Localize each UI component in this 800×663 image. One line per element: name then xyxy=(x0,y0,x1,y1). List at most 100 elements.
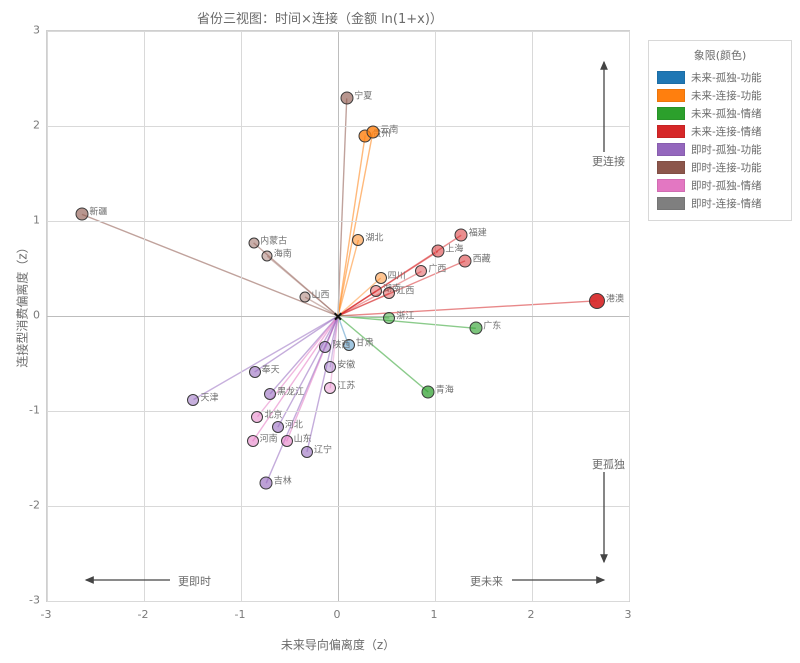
data-point-安徽[interactable] xyxy=(324,361,337,374)
spoke-line xyxy=(337,315,429,393)
data-point-奉天[interactable] xyxy=(248,366,261,379)
data-point-四川[interactable] xyxy=(374,272,387,284)
legend-swatch xyxy=(657,178,685,192)
data-point-湖南[interactable] xyxy=(369,285,382,298)
data-point-label: 广东 xyxy=(483,321,502,332)
data-point-label: 河南 xyxy=(259,434,278,445)
data-point-天津[interactable] xyxy=(187,393,200,406)
data-point-新疆[interactable] xyxy=(75,207,89,221)
data-point-label: 江西 xyxy=(396,286,415,297)
data-point-label: 吉林 xyxy=(273,476,292,487)
data-point-福建[interactable] xyxy=(454,228,468,242)
data-point-西藏[interactable] xyxy=(458,254,472,268)
data-point-浙江[interactable] xyxy=(383,311,396,324)
data-point-label: 甘肃 xyxy=(355,338,374,349)
data-point-label: 浙江 xyxy=(396,311,415,322)
gridline-horizontal xyxy=(47,221,629,222)
legend-label: 即时-孤独-情绪 xyxy=(691,179,762,192)
x-tick-label: -3 xyxy=(40,608,52,621)
spoke-line xyxy=(337,290,377,317)
data-point-辽宁[interactable] xyxy=(300,445,313,458)
legend-item-4[interactable]: 即时-孤独-功能 xyxy=(657,140,783,158)
data-point-云南[interactable] xyxy=(366,125,380,139)
data-point-广西[interactable] xyxy=(415,265,428,278)
annotation-0: 更连接 xyxy=(592,155,625,168)
gridline-horizontal xyxy=(47,31,629,32)
origin-marker xyxy=(334,312,343,321)
data-point-海南[interactable] xyxy=(261,250,273,262)
x-tick-label: -2 xyxy=(137,608,149,621)
gridline-horizontal xyxy=(47,411,629,412)
data-point-label: 辽宁 xyxy=(313,445,332,456)
legend-swatch xyxy=(657,106,685,120)
legend-swatch xyxy=(657,196,685,210)
spoke-line xyxy=(269,315,339,395)
legend-item-7[interactable]: 即时-连接-情绪 xyxy=(657,194,783,212)
x-tick-label: 0 xyxy=(333,608,341,621)
data-point-label: 贵州 xyxy=(372,129,391,139)
chart-title: 省份三视图：时间×连接（金额 ln(1+x)） xyxy=(197,12,443,27)
spoke-line xyxy=(81,213,339,317)
legend-label: 即时-连接-功能 xyxy=(691,161,762,174)
legend-label: 未来-连接-情绪 xyxy=(691,125,762,138)
spoke-line xyxy=(193,315,339,401)
data-point-河北[interactable] xyxy=(271,421,284,434)
annotation-2: 更即时 xyxy=(178,575,211,588)
legend-label: 未来-连接-功能 xyxy=(691,89,762,102)
x-tick-label: 2 xyxy=(527,608,535,621)
data-point-label: 山东 xyxy=(293,434,312,445)
data-point-河南[interactable] xyxy=(246,435,259,448)
data-point-陕西[interactable] xyxy=(319,341,332,354)
data-point-label: 黑龙江 xyxy=(277,387,305,398)
legend-item-3[interactable]: 未来-连接-情绪 xyxy=(657,122,783,140)
spoke-line xyxy=(337,131,374,317)
data-point-青海[interactable] xyxy=(421,385,435,399)
data-point-label: 河北 xyxy=(284,420,303,431)
spoke-line xyxy=(306,315,339,453)
data-point-山东[interactable] xyxy=(280,435,293,448)
data-point-label: 上海 xyxy=(445,244,464,255)
spoke-line xyxy=(256,315,339,418)
legend-item-0[interactable]: 未来-孤独-功能 xyxy=(657,68,783,86)
data-point-label: 福建 xyxy=(468,228,487,239)
data-point-北京[interactable] xyxy=(251,410,264,423)
gridline-horizontal xyxy=(47,506,629,507)
data-point-湖北[interactable] xyxy=(352,234,365,246)
spoke-line xyxy=(337,277,382,317)
data-point-黑龙江[interactable] xyxy=(264,387,277,400)
legend-label: 即时-孤独-功能 xyxy=(691,143,762,156)
data-point-甘肃[interactable] xyxy=(342,339,355,352)
annotation-3: 更未来 xyxy=(470,575,503,588)
legend-item-5[interactable]: 即时-连接-功能 xyxy=(657,158,783,176)
data-point-内蒙古[interactable] xyxy=(248,237,260,249)
data-point-广东[interactable] xyxy=(469,321,483,335)
spoke-line xyxy=(252,315,339,442)
data-point-上海[interactable] xyxy=(431,244,445,258)
spoke-line xyxy=(329,315,339,389)
data-point-label: 云南 xyxy=(380,125,399,136)
data-point-港澳[interactable] xyxy=(588,292,605,309)
spoke-line xyxy=(337,98,348,317)
gridline-vertical xyxy=(629,31,630,601)
data-point-吉林[interactable] xyxy=(259,476,273,490)
spoke-line xyxy=(337,300,598,317)
spoke-line xyxy=(266,255,339,317)
data-point-label: 山西 xyxy=(311,290,330,301)
data-point-label: 海南 xyxy=(273,249,292,260)
x-axis-label: 未来导向偏离度（z） xyxy=(280,638,396,652)
spoke-lines xyxy=(81,98,598,484)
data-point-山西[interactable] xyxy=(299,291,311,303)
legend-item-2[interactable]: 未来-孤独-情绪 xyxy=(657,104,783,122)
data-point-江苏[interactable] xyxy=(324,382,337,395)
spoke-line xyxy=(337,135,366,317)
legend-swatch xyxy=(657,124,685,138)
legend-item-1[interactable]: 未来-连接-功能 xyxy=(657,86,783,104)
legend-swatch xyxy=(657,142,685,156)
plot-area[interactable]: 宁夏 贵州 云南 新疆 内蒙古 海南 湖北 福建 上海 西藏 广西 四川 湖南 江西 山西 港澳 浙江 广东 甘肃陕… xyxy=(46,30,630,602)
data-point-label: 青海 xyxy=(435,385,454,396)
data-point-江西[interactable] xyxy=(383,287,396,300)
legend-item-6[interactable]: 即时-孤独-情绪 xyxy=(657,176,783,194)
data-point-宁夏[interactable] xyxy=(340,91,354,105)
data-point-label: 四川 xyxy=(387,271,406,282)
legend-swatch xyxy=(657,70,685,84)
